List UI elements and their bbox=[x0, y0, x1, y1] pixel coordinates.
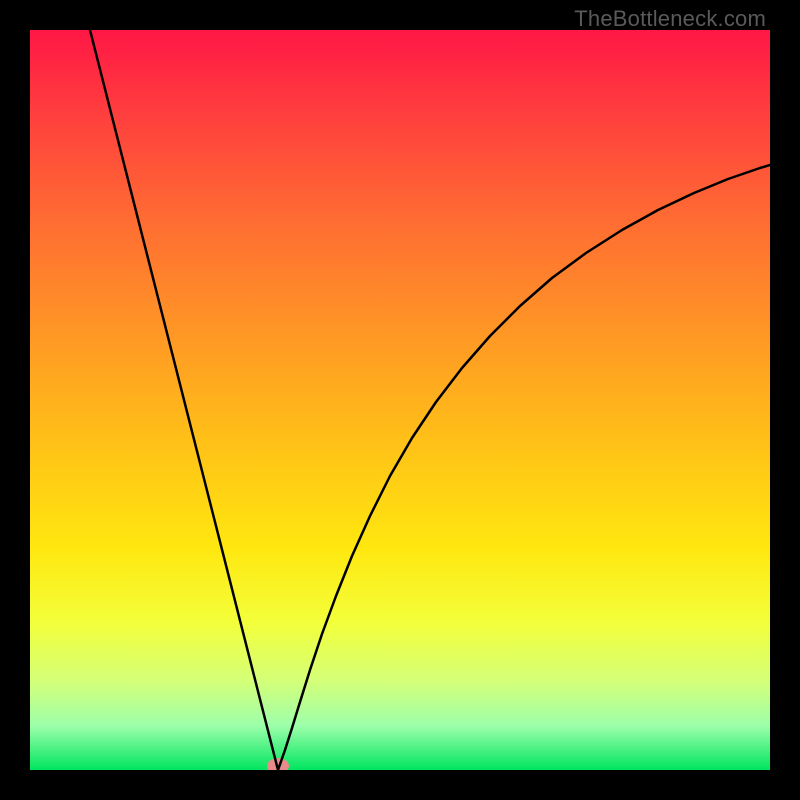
watermark-text: TheBottleneck.com bbox=[574, 6, 766, 32]
curve-layer bbox=[30, 30, 770, 770]
plot-area bbox=[30, 30, 770, 770]
bottleneck-curve bbox=[90, 30, 770, 770]
chart-frame: TheBottleneck.com bbox=[0, 0, 800, 800]
